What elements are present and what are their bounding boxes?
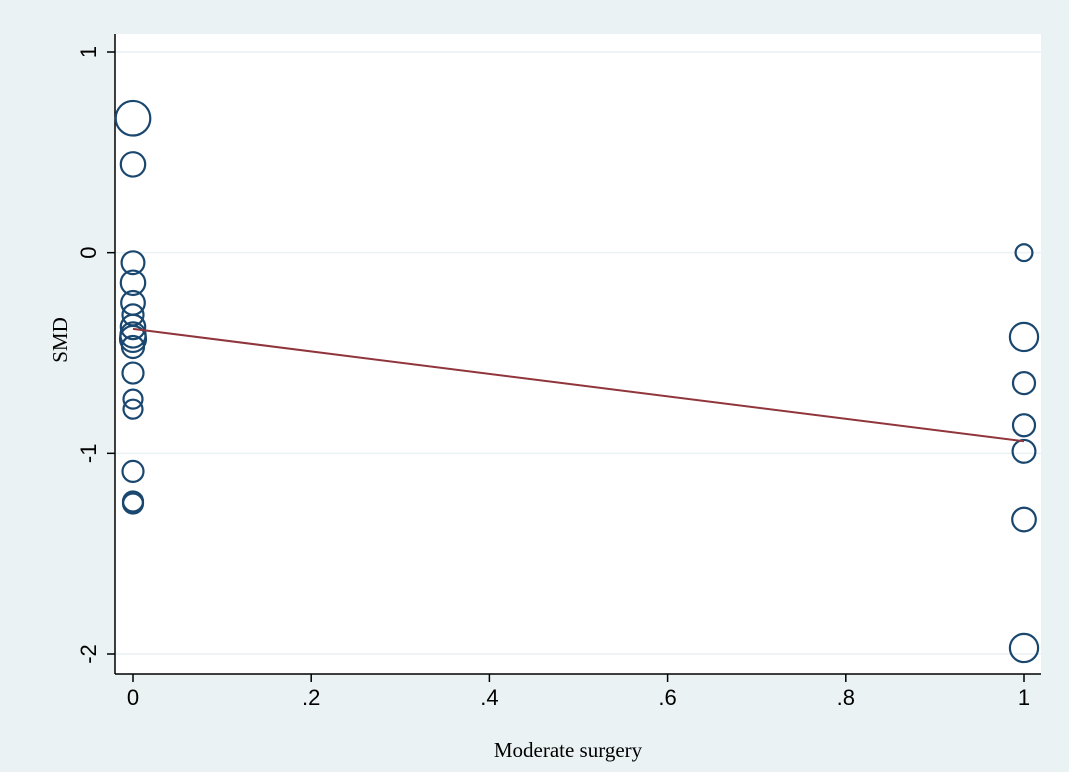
y-axis-title: SMD bbox=[48, 317, 72, 363]
data-point bbox=[1008, 632, 1040, 664]
data-point bbox=[1011, 413, 1037, 438]
data-point bbox=[120, 334, 146, 360]
data-point bbox=[114, 99, 152, 137]
data-point bbox=[119, 151, 147, 178]
fit-line-group bbox=[132, 327, 1025, 443]
data-point bbox=[118, 324, 148, 354]
y-axis-ticks: -2 -1 0 1 bbox=[76, 46, 115, 664]
data-point bbox=[119, 313, 147, 341]
gridlines bbox=[116, 51, 1041, 655]
plot-region bbox=[115, 34, 1041, 674]
y-tick-label: 0 bbox=[76, 247, 101, 259]
data-point bbox=[121, 492, 145, 515]
y-tick-label: 1 bbox=[76, 46, 101, 58]
x-tick-label: .6 bbox=[658, 685, 676, 710]
y-tick-label: -1 bbox=[76, 444, 101, 464]
x-tick-label: .4 bbox=[480, 685, 498, 710]
data-point bbox=[122, 398, 144, 420]
data-point bbox=[1011, 438, 1037, 464]
data-point bbox=[121, 361, 145, 385]
data-point bbox=[120, 250, 146, 276]
x-axis-title: Moderate surgery bbox=[494, 738, 643, 762]
data-point bbox=[122, 388, 144, 410]
x-tick-label: 1 bbox=[1018, 685, 1030, 710]
y-tick-label: -2 bbox=[76, 644, 101, 664]
fit-line bbox=[132, 327, 1025, 443]
axes bbox=[114, 34, 1041, 675]
data-point bbox=[119, 269, 147, 297]
x-tick-label: .2 bbox=[302, 685, 320, 710]
x-tick-label: .8 bbox=[837, 685, 855, 710]
data-point bbox=[1011, 506, 1037, 533]
data-point bbox=[121, 459, 145, 483]
x-axis-ticks: 0 .2 .4 .6 .8 1 bbox=[127, 674, 1030, 710]
data-points bbox=[114, 99, 1040, 664]
x-tick-label: 0 bbox=[127, 685, 139, 710]
data-point bbox=[1008, 321, 1040, 353]
data-point bbox=[1014, 243, 1034, 263]
data-point bbox=[1011, 371, 1037, 396]
